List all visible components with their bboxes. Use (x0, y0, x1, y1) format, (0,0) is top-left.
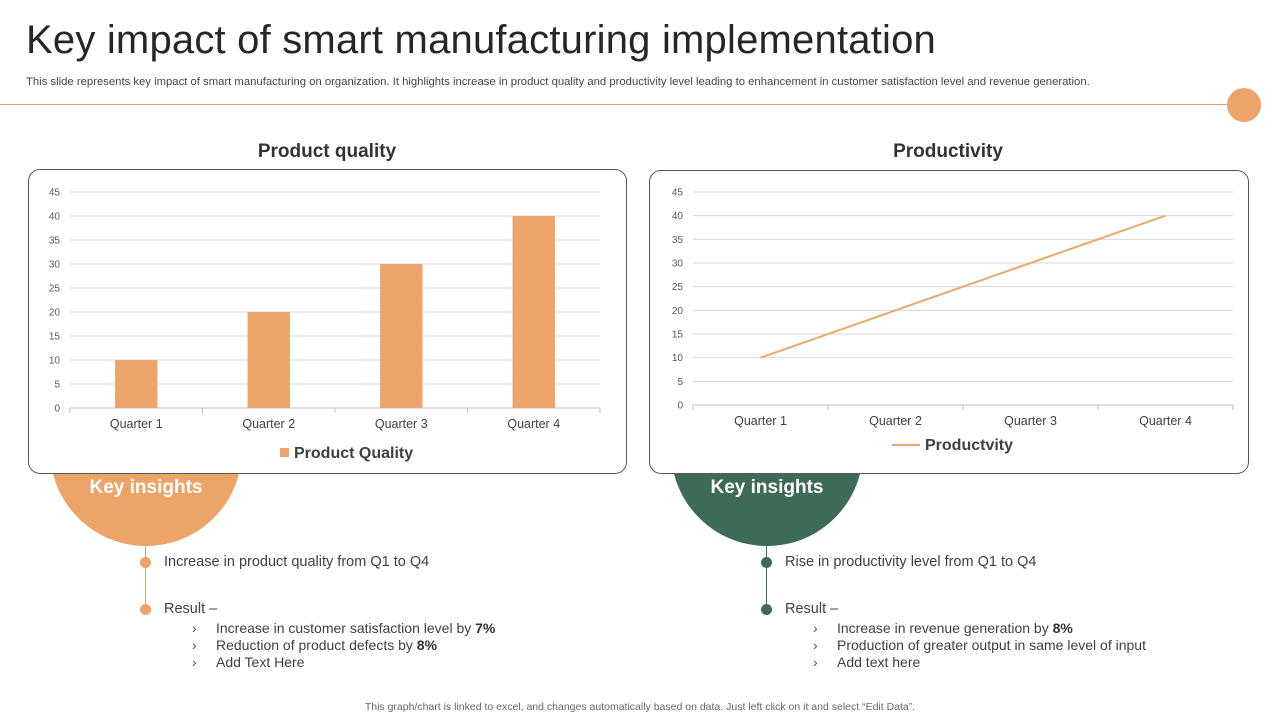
footer-note: This graph/chart is linked to excel, and… (364, 701, 916, 713)
result-item-text: Add text here (837, 654, 921, 670)
y-tick-label: 10 (49, 356, 61, 367)
series-line (760, 214, 1166, 359)
result-bullet-left (140, 604, 151, 615)
accent-circle (1227, 88, 1261, 122)
bar (512, 216, 555, 408)
x-tick-label: Quarter 2 (869, 414, 922, 428)
y-tick-label: 5 (677, 377, 683, 388)
productivity-chart-svg: 0 5 10 15 20 25 30 35 40 45 Quarter 1 Quarter 2 Quar… (672, 188, 1234, 454)
insight-text-left: Increase in product quality from Q1 to Q… (164, 554, 430, 570)
bar (380, 264, 423, 408)
chevron-right-icon: › (813, 637, 818, 653)
y-tick-label: 15 (672, 330, 684, 341)
chevron-right-icon: › (813, 654, 818, 670)
x-tick-label: Quarter 3 (1004, 414, 1057, 428)
chevron-right-icon: › (192, 637, 197, 653)
result-item-left-1: › Increase in customer satisfaction level… (192, 620, 495, 636)
key-insights-label-right: Key insights (710, 477, 824, 498)
y-tick-label: 45 (49, 188, 61, 199)
productivity-chart[interactable]: 0 5 10 15 20 25 30 35 40 45 Quarter 1 Quarter 2 Quar… (649, 170, 1249, 474)
y-tick-label: 15 (49, 332, 61, 343)
result-label-text: Result – (785, 601, 839, 617)
y-tick-label: 10 (672, 353, 684, 364)
insights-connector-left (145, 546, 146, 610)
bar (247, 312, 290, 408)
result-item-text: Production of greater output in same lev… (837, 637, 1146, 653)
y-tick-label: 45 (672, 188, 684, 199)
y-tick-label: 20 (49, 308, 61, 319)
result-item-value: 8% (1052, 620, 1073, 636)
y-tick-label: 35 (49, 236, 61, 247)
result-label-left: Result – (164, 601, 218, 617)
y-tick-label: 0 (677, 401, 683, 412)
x-tick-label: Quarter 1 (110, 417, 163, 431)
y-tick-label: 25 (672, 282, 684, 293)
x-tick-label: Quarter 3 (375, 417, 428, 431)
result-item-text: Reduction of product defects by (216, 637, 417, 653)
key-insights-label-left: Key insights (89, 477, 203, 498)
x-tick-label: Quarter 2 (242, 417, 295, 431)
legend-swatch (280, 448, 289, 457)
y-tick-label: 40 (49, 212, 61, 223)
product-quality-chart-svg: 0 5 10 15 20 25 30 35 40 45 Quarter 1 Quarter 2 Quar… (49, 188, 601, 462)
x-tick-label: Quarter 4 (507, 417, 560, 431)
insight-bullet-left (140, 557, 151, 568)
result-item-right-2: › Production of greater output in same le… (813, 637, 1146, 653)
result-item-left-2: › Reduction of product defects by 8% (192, 637, 437, 653)
result-item-right-3: › Add text here (813, 654, 920, 670)
result-item-value: 8% (416, 637, 438, 653)
insights-connector-right (766, 546, 767, 610)
header-divider (0, 104, 1236, 105)
result-item-text: Increase in customer satisfaction level … (216, 620, 476, 636)
y-tick-label: 35 (672, 235, 684, 246)
y-tick-label: 30 (49, 260, 61, 271)
y-tick-label: 20 (672, 306, 684, 317)
legend-label: Product Quality (294, 445, 413, 462)
result-item-text: Increase in revenue generation by (837, 620, 1053, 636)
legend-label: Productvity (925, 437, 1013, 454)
insight-bullet-right (761, 557, 772, 568)
productivity-title: Productivity (893, 141, 1003, 162)
y-tick-label: 25 (49, 284, 61, 295)
y-tick-label: 30 (672, 259, 684, 270)
y-tick-label: 5 (54, 380, 60, 391)
chevron-right-icon: › (192, 654, 197, 670)
y-tick-label: 40 (672, 211, 684, 222)
result-item-right-1: › Increase in revenue generation by 8% (813, 620, 1073, 636)
chevron-right-icon: › (192, 620, 197, 636)
result-bullet-right (761, 604, 772, 615)
result-item-value: 7% (475, 620, 496, 636)
result-item-left-3: › Add Text Here (192, 654, 304, 670)
y-tick-label: 0 (54, 404, 60, 415)
product-quality-title: Product quality (257, 141, 397, 162)
x-tick-label: Quarter 1 (734, 414, 787, 428)
result-label-right: Result – (785, 601, 838, 617)
page-subtitle: This slide represents key impact of smar… (26, 76, 1090, 88)
insight-text-right: Rise in productivity level from Q1 to Q4 (785, 554, 1037, 570)
page-title: Key impact of smart manufacturing implem… (26, 18, 936, 62)
bar (115, 360, 158, 408)
x-tick-label: Quarter 4 (1139, 414, 1192, 428)
chevron-right-icon: › (813, 620, 818, 636)
result-item-text: Add Text Here (216, 654, 305, 670)
product-quality-chart[interactable]: 0 5 10 15 20 25 30 35 40 45 Quarter 1 Quarter 2 Quar… (28, 169, 627, 474)
